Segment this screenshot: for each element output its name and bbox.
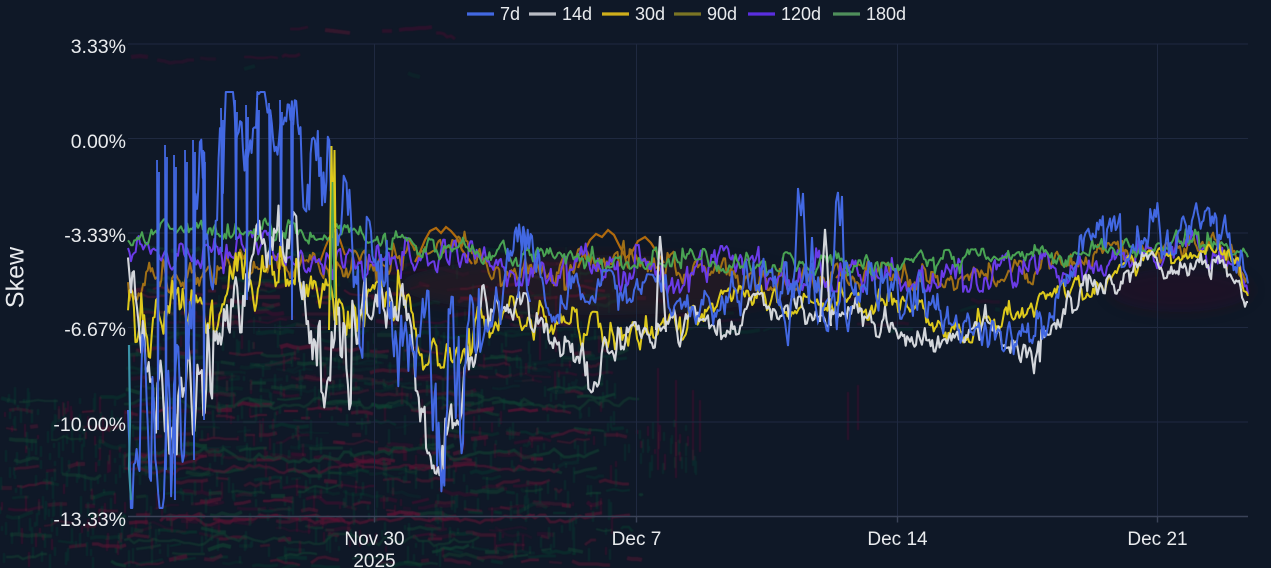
- svg-text:14d: 14d: [562, 4, 592, 24]
- svg-text:120d: 120d: [781, 4, 821, 24]
- svg-text:-3.33%: -3.33%: [64, 225, 126, 247]
- svg-text:0.00%: 0.00%: [71, 131, 126, 153]
- svg-text:Dec 21: Dec 21: [1127, 529, 1187, 550]
- svg-text:Dec 7: Dec 7: [612, 529, 662, 550]
- svg-text:180d: 180d: [866, 4, 906, 24]
- svg-text:-6.67%: -6.67%: [64, 319, 126, 341]
- svg-text:Skew: Skew: [2, 246, 30, 308]
- svg-text:-13.33%: -13.33%: [53, 509, 126, 531]
- svg-text:-10.00%: -10.00%: [53, 414, 126, 436]
- svg-text:30d: 30d: [635, 4, 665, 24]
- svg-text:2025: 2025: [353, 551, 395, 568]
- svg-text:Dec 14: Dec 14: [867, 529, 928, 550]
- svg-text:90d: 90d: [707, 4, 737, 24]
- svg-text:3.33%: 3.33%: [71, 36, 126, 58]
- svg-text:Nov 30: Nov 30: [344, 529, 404, 550]
- svg-text:7d: 7d: [500, 4, 520, 24]
